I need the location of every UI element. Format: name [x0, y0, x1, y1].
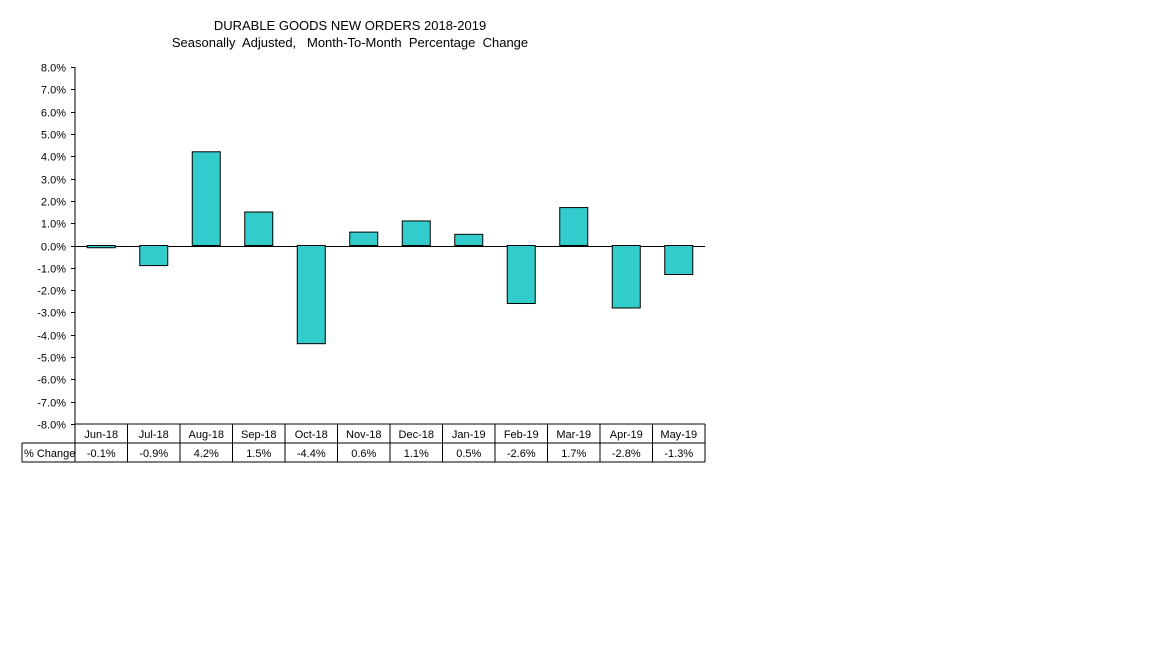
data-label: -4.4% [297, 448, 326, 460]
bars-layer [86, 151, 694, 345]
y-tick-label: -5.0% [37, 353, 66, 365]
bar [454, 233, 484, 246]
data-label: -0.9% [139, 448, 168, 460]
x-category-label: Feb-19 [504, 429, 539, 441]
x-category-label: Apr-19 [610, 429, 643, 441]
y-tick-label: 8.0% [41, 63, 66, 75]
x-category-label: Dec-18 [399, 429, 434, 441]
bar [559, 207, 589, 247]
bar [664, 245, 694, 276]
y-tick-label: 3.0% [41, 175, 66, 187]
bar [191, 151, 221, 247]
bar [244, 211, 274, 246]
x-category-label: Nov-18 [346, 429, 381, 441]
bar [349, 231, 379, 247]
y-tick-label: -8.0% [37, 420, 66, 432]
y-tick-label: -6.0% [37, 375, 66, 387]
data-label: -2.8% [612, 448, 641, 460]
bar [296, 245, 326, 345]
x-category-label: Jul-18 [139, 429, 169, 441]
data-label: -0.1% [87, 448, 116, 460]
y-tick-label: 7.0% [41, 85, 66, 97]
y-tick-label: -4.0% [37, 331, 66, 343]
x-category-label: Mar-19 [556, 429, 591, 441]
y-tick-label: 1.0% [41, 219, 66, 231]
y-tick-label: -1.0% [37, 264, 66, 276]
y-tick-label: 6.0% [41, 108, 66, 120]
x-category-label: Aug-18 [189, 429, 224, 441]
data-label: 1.1% [404, 448, 429, 460]
y-tick-label: -7.0% [37, 398, 66, 410]
chart-title: DURABLE GOODS NEW ORDERS 2018-2019 [214, 18, 486, 33]
data-label: -2.6% [507, 448, 536, 460]
x-category-label: Jun-18 [84, 429, 118, 441]
x-category-label: Jan-19 [452, 429, 486, 441]
y-tick-label: 4.0% [41, 152, 66, 164]
bar [401, 220, 431, 247]
y-tick-label: 5.0% [41, 130, 66, 142]
data-label: -1.3% [664, 448, 693, 460]
axes-layer: 8.0% 7.0% 6.0% 5.0% 4.0% 3.0% 2.0% 1.0% 0.0% -1.0… [37, 63, 705, 432]
y-tick-label: 2.0% [41, 197, 66, 209]
bar [506, 245, 536, 305]
bar [139, 245, 169, 267]
data-label: 1.7% [561, 448, 586, 460]
data-label: 4.2% [194, 448, 219, 460]
data-label: 0.6% [351, 448, 376, 460]
chart-subtitle: Seasonally Adjusted, Month-To-Month Perc… [172, 35, 528, 50]
data-label: 0.5% [456, 448, 481, 460]
y-tick-label: -2.0% [37, 286, 66, 298]
table-row-header: % Change [24, 448, 75, 460]
bar [611, 245, 641, 309]
bar [86, 245, 116, 249]
data-label: 1.5% [246, 448, 271, 460]
data-table: Jun-18 Jul-18 Aug-18 Sep-18 Oct-18 Nov-18 Dec-… [21, 423, 706, 463]
y-tick-label: 0.0% [41, 242, 66, 254]
x-category-label: Sep-18 [241, 429, 276, 441]
y-tick-label: -3.0% [37, 308, 66, 320]
x-category-label: May-19 [660, 429, 697, 441]
x-category-label: Oct-18 [295, 429, 328, 441]
